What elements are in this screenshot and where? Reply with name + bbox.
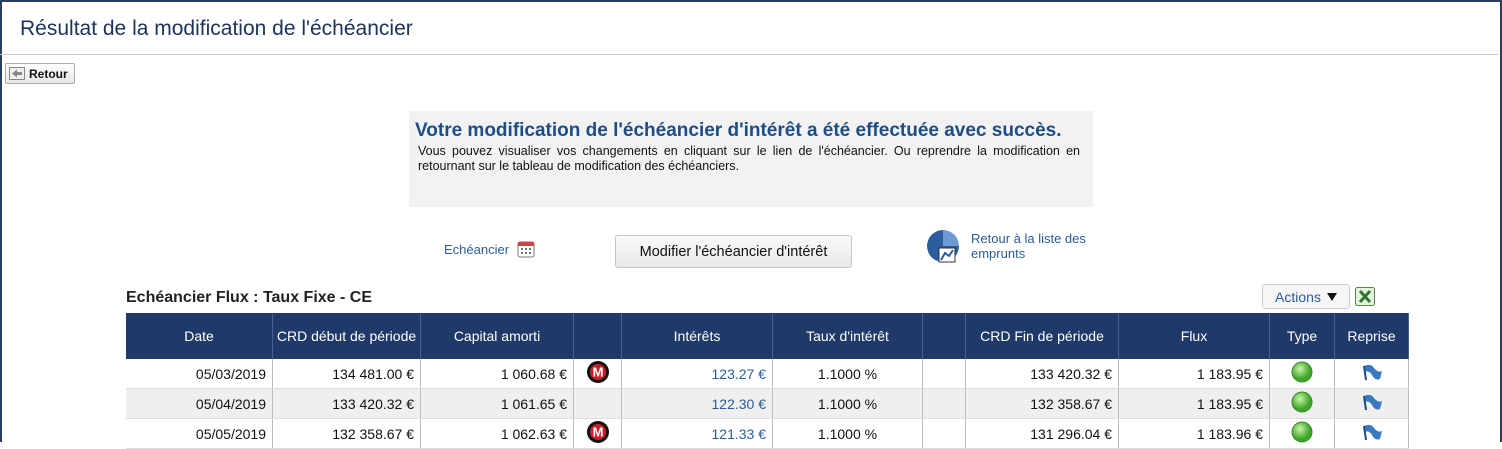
header: Résultat de la modification de l'échéanc…: [0, 0, 1498, 55]
date-cell: 05/05/2019: [126, 418, 273, 449]
schedule-link[interactable]: Echéancier: [444, 240, 535, 258]
column-header: Taux d'intérêt: [772, 313, 923, 359]
status-icon: [1291, 361, 1313, 383]
back-button[interactable]: Retour: [5, 63, 75, 84]
interest-cell[interactable]: 121.33 €: [621, 418, 773, 449]
column-header: Intérêts: [621, 313, 773, 359]
reprise-cell[interactable]: [1334, 388, 1409, 419]
crd-start-cell: 132 358.67 €: [272, 418, 421, 449]
excel-export[interactable]: [1355, 287, 1375, 306]
flux-cell: 1 183.95 €: [1118, 388, 1270, 419]
interest-cell[interactable]: 123.27 €: [621, 359, 773, 389]
reprise-icon[interactable]: [1361, 393, 1383, 411]
crd-end-cell: 131 296.04 €: [965, 418, 1119, 449]
success-message: Votre modification de l'échéancier d'int…: [409, 111, 1093, 207]
status-icon: [1291, 421, 1313, 443]
reprise-cell[interactable]: [1334, 359, 1409, 389]
loans-icon: [927, 230, 959, 263]
empty-cell: [922, 359, 966, 389]
marker-icon: M: [586, 361, 609, 383]
crd-end-cell: 133 420.32 €: [965, 359, 1119, 389]
table-body: 05/03/2019 134 481.00 €1 060.68 € M 123.27 …: [126, 359, 1409, 449]
date-cell: 05/04/2019: [126, 388, 273, 419]
type-cell: [1269, 418, 1335, 449]
reprise-icon[interactable]: [1361, 423, 1383, 441]
reprise-icon[interactable]: [1361, 363, 1383, 381]
column-header: Capital amorti: [420, 313, 574, 359]
type-cell: [1269, 359, 1335, 389]
marker-label: M: [592, 425, 603, 440]
actions-label: Actions: [1275, 288, 1321, 305]
column-header: Type: [1269, 313, 1335, 359]
capital-cell: 1 062.63 €: [420, 418, 574, 449]
schedule-table: Date CRD début de période Capital amorti In…: [126, 313, 1409, 449]
marker-cell: [573, 388, 622, 419]
date-cell: 05/03/2019: [126, 359, 273, 389]
back-to-list-label: Retour à la liste des emprunts: [971, 231, 1086, 261]
schedule-label: Echéancier: [444, 241, 510, 257]
actions-button[interactable]: Actions: [1262, 284, 1350, 309]
column-header: CRD début de période: [272, 313, 421, 359]
flux-cell: 1 183.95 €: [1118, 359, 1270, 389]
capital-cell: 1 060.68 €: [420, 359, 574, 389]
crd-end-cell: 132 358.67 €: [965, 388, 1119, 419]
column-header: [573, 313, 622, 359]
modify-button[interactable]: Modifier l'échéancier d'intérêt: [615, 235, 852, 268]
table-row: 05/05/2019 132 358.67 €1 062.63 € M 121.33 …: [126, 418, 1409, 449]
column-header: CRD Fin de période: [965, 313, 1119, 359]
crd-start-cell: 133 420.32 €: [272, 388, 421, 419]
column-header: [922, 313, 966, 359]
rate-cell: 1.1000 %: [772, 418, 923, 449]
capital-cell: 1 061.65 €: [420, 388, 574, 419]
marker-cell: M: [573, 359, 622, 389]
marker-cell: M: [573, 418, 622, 449]
interest-cell[interactable]: 122.30 €: [621, 388, 773, 419]
marker-icon: M: [586, 421, 609, 443]
empty-cell: [922, 388, 966, 419]
calendar-icon: [517, 241, 535, 258]
status-icon: [1291, 391, 1313, 413]
marker-label: M: [592, 365, 603, 380]
modify-label: Modifier l'échéancier d'intérêt: [639, 243, 828, 260]
rate-cell: 1.1000 %: [772, 359, 923, 389]
header-row: Date CRD début de période Capital amorti In…: [126, 313, 1409, 359]
column-header: Reprise: [1334, 313, 1409, 359]
rate-cell: 1.1000 %: [772, 388, 923, 419]
back-icon: [9, 67, 25, 80]
back-label: Retour: [29, 66, 68, 81]
dropdown-arrow: [1326, 292, 1337, 301]
page-title: Résultat de la modification de l'échéanc…: [20, 17, 413, 40]
message-title: Votre modification de l'échéancier d'int…: [415, 120, 1062, 141]
table-row: 05/04/2019 133 420.32 €1 061.65 € 122.30 €…: [126, 388, 1409, 419]
column-header: Date: [126, 313, 273, 359]
table-row: 05/03/2019 134 481.00 €1 060.68 € M 123.27 …: [126, 359, 1409, 389]
table-title: Echéancier Flux : Taux Fixe - CE: [126, 289, 372, 306]
back-to-list-link[interactable]: Retour à la liste des emprunts: [925, 228, 1091, 264]
crd-start-cell: 134 481.00 €: [272, 359, 421, 389]
message-text: Vous pouvez visualiser vos changements e…: [418, 144, 1080, 173]
reprise-cell[interactable]: [1334, 418, 1409, 449]
empty-cell: [922, 418, 966, 449]
type-cell: [1269, 388, 1335, 419]
column-header: Flux: [1118, 313, 1270, 359]
flux-cell: 1 183.96 €: [1118, 418, 1270, 449]
